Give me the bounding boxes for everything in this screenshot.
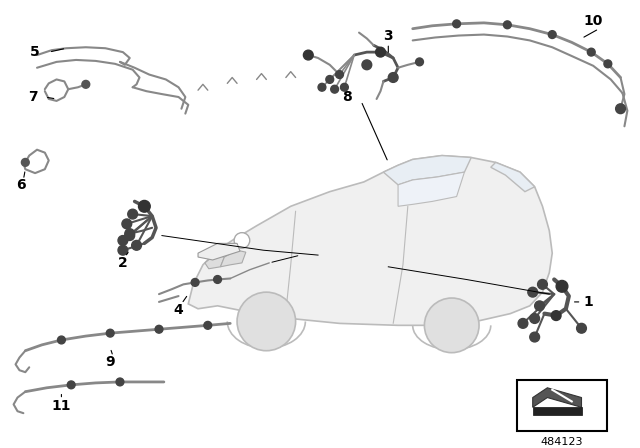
Circle shape — [530, 314, 540, 323]
Polygon shape — [188, 155, 552, 325]
Circle shape — [128, 209, 138, 219]
Polygon shape — [532, 388, 582, 407]
Circle shape — [588, 48, 595, 56]
Text: 2: 2 — [118, 256, 128, 270]
Circle shape — [204, 321, 212, 329]
Circle shape — [191, 279, 199, 286]
Circle shape — [331, 85, 339, 93]
Text: 5: 5 — [30, 45, 40, 59]
Polygon shape — [205, 255, 225, 269]
Circle shape — [556, 280, 568, 292]
Circle shape — [340, 83, 348, 91]
Circle shape — [237, 292, 296, 351]
Circle shape — [303, 50, 313, 60]
Circle shape — [125, 229, 134, 238]
Circle shape — [528, 287, 538, 297]
Polygon shape — [398, 172, 465, 206]
Circle shape — [326, 76, 333, 83]
Circle shape — [534, 301, 545, 311]
Circle shape — [538, 280, 547, 289]
Circle shape — [616, 104, 625, 114]
Circle shape — [335, 71, 344, 78]
Circle shape — [125, 231, 134, 241]
Circle shape — [376, 47, 385, 57]
Polygon shape — [491, 162, 534, 192]
Circle shape — [106, 329, 114, 337]
Circle shape — [604, 60, 612, 68]
Circle shape — [551, 311, 561, 320]
Circle shape — [548, 30, 556, 39]
Circle shape — [577, 323, 586, 333]
Circle shape — [452, 20, 461, 28]
Polygon shape — [198, 243, 240, 260]
Bar — [517, 380, 607, 431]
Circle shape — [116, 378, 124, 386]
Circle shape — [67, 381, 75, 389]
Circle shape — [138, 200, 150, 212]
Text: 9: 9 — [106, 355, 115, 370]
Circle shape — [118, 246, 128, 255]
Polygon shape — [383, 155, 471, 185]
Circle shape — [318, 83, 326, 91]
Text: 484123: 484123 — [541, 437, 583, 448]
Text: 8: 8 — [342, 90, 352, 104]
Text: 4: 4 — [173, 303, 184, 317]
Circle shape — [118, 236, 128, 246]
Circle shape — [214, 276, 221, 284]
Text: 3: 3 — [383, 29, 393, 43]
Text: 11: 11 — [52, 399, 71, 414]
Text: 6: 6 — [17, 178, 26, 192]
Circle shape — [362, 60, 372, 70]
Circle shape — [504, 21, 511, 29]
Text: 1: 1 — [584, 295, 593, 309]
Polygon shape — [220, 250, 246, 267]
Circle shape — [388, 73, 398, 82]
Text: 10: 10 — [584, 14, 603, 28]
Circle shape — [122, 219, 132, 229]
Circle shape — [234, 233, 250, 248]
Circle shape — [415, 58, 424, 66]
Circle shape — [518, 319, 528, 328]
Circle shape — [530, 332, 540, 342]
Circle shape — [424, 298, 479, 353]
Circle shape — [155, 325, 163, 333]
Circle shape — [58, 336, 65, 344]
Circle shape — [21, 159, 29, 166]
Circle shape — [82, 81, 90, 88]
Text: 7: 7 — [28, 90, 38, 104]
Circle shape — [132, 241, 141, 250]
Polygon shape — [532, 407, 582, 415]
